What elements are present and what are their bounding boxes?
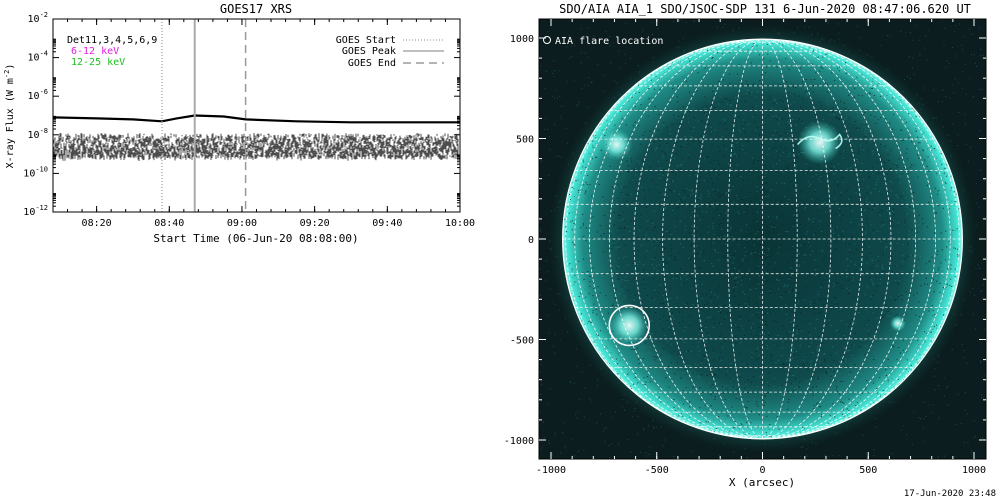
x-tick-label: 09:00 <box>227 218 257 229</box>
active-region <box>609 305 650 346</box>
legend-peak-label: GOES Peak <box>342 46 396 57</box>
aia-title: SDO/AIA AIA_1 SDO/JSOC-SDP 131 6-Jun-202… <box>559 2 971 16</box>
legend-end-label: GOES End <box>348 58 396 69</box>
coronal-loop <box>796 133 843 150</box>
x-tick-label: 10:00 <box>445 218 475 229</box>
y-tick-label: -500 <box>510 336 534 347</box>
goes-x-axis-label: Start Time (06-Jun-20 08:08:00) <box>153 232 358 245</box>
heliographic-grid <box>562 39 963 439</box>
y-tick-exponent: -6 <box>40 88 48 96</box>
aia-y-axis: -1000 -500 0 500 1000 <box>504 34 986 447</box>
goes-panel: GOES17 XRS 10-12 10-10 10-8 10-6 10-4 10-2 08… <box>3 2 475 245</box>
aia-x-axis: -1000 -500 0 500 1000 <box>536 19 986 476</box>
solar-limb <box>562 38 963 440</box>
y-tick-label: 10-8 <box>28 127 48 141</box>
y-tick-label: 0 <box>528 235 534 246</box>
legend-circle-icon <box>543 36 551 44</box>
aia-legend: AIA flare location <box>543 36 663 47</box>
goes-flux-curve-group <box>53 114 460 161</box>
flare-location-marker <box>608 304 651 347</box>
y-tick-exponent: -2 <box>40 11 48 19</box>
goes-short-channel-noise <box>53 133 459 161</box>
y-tick-label: 500 <box>516 135 534 146</box>
goes-y-axis-label: X-ray Flux (W m-2) <box>3 64 16 169</box>
meridian <box>762 39 832 439</box>
x-tick-label: 08:20 <box>82 218 112 229</box>
footer-timestamp: 17-Jun-2020 23:48 <box>904 489 996 499</box>
meridian <box>762 39 892 439</box>
meridian <box>762 39 863 439</box>
aia-panel: SDO/AIA AIA_1 SDO/JSOC-SDP 131 6-Jun-202… <box>504 2 996 499</box>
x-tick-label: 500 <box>859 465 877 476</box>
aia-legend-label: AIA flare location <box>555 36 663 47</box>
meridian <box>588 39 763 439</box>
meridian <box>762 39 951 439</box>
y-tick-label: 10-4 <box>28 50 48 64</box>
goes-low-energy-label: 6-12 keV <box>71 46 119 57</box>
x-tick-label: 0 <box>759 465 765 476</box>
goes-noise-band <box>53 133 459 161</box>
goes-x-axis: 08:20 08:40 09:00 09:20 09:40 10:00 <box>52 19 475 229</box>
x-tick-label: -1000 <box>536 465 566 476</box>
goes-event-markers <box>161 19 247 212</box>
goes-long-channel-line <box>53 114 460 124</box>
legend-start-label: GOES Start <box>336 35 396 46</box>
y-tick-label: 10-6 <box>28 88 48 102</box>
y-tick-exponent: -12 <box>35 204 48 212</box>
y-tick-label: -1000 <box>504 436 534 447</box>
x-tick-label: -500 <box>645 465 669 476</box>
disk-speckle-dark <box>564 39 963 439</box>
y-tick-label: 10-2 <box>28 11 48 25</box>
goes-legend: GOES Start GOES Peak GOES End <box>336 35 444 69</box>
y-tick-exponent: -10 <box>35 165 48 173</box>
y-tick-exponent: -8 <box>40 127 48 135</box>
sun-disk-texture <box>564 39 963 439</box>
y-tick-label: 10-10 <box>23 165 48 179</box>
x-tick-label: 09:20 <box>300 218 330 229</box>
active-region <box>797 120 842 165</box>
meridian <box>608 39 763 439</box>
x-tick-label: 08:40 <box>154 218 184 229</box>
x-tick-label: 09:40 <box>372 218 402 229</box>
goes-title: GOES17 XRS <box>220 2 292 16</box>
meridian <box>565 39 763 439</box>
active-regions <box>600 120 906 346</box>
active-region <box>889 315 906 332</box>
x-tick-label: 1000 <box>962 465 986 476</box>
goes-high-energy-label: 12-25 keV <box>71 57 125 68</box>
y-tick-label: 10-12 <box>23 204 48 218</box>
y-tick-label: 1000 <box>510 34 534 45</box>
aia-x-axis-label: X (arcsec) <box>729 476 795 489</box>
goes-detector-label: Det11,3,4,5,6,9 <box>67 35 157 46</box>
y-tick-exponent: -4 <box>40 50 48 58</box>
goes-y-axis: 10-12 10-10 10-8 10-6 10-4 10-2 <box>23 11 460 218</box>
